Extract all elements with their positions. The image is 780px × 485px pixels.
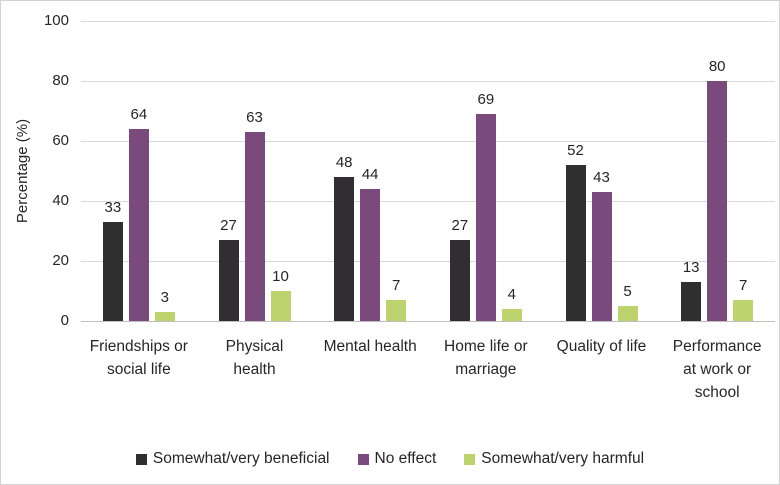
bar-value-label: 63 xyxy=(246,109,263,126)
bar-value-label: 13 xyxy=(682,259,700,276)
bar-value-label: 5 xyxy=(623,283,632,300)
bar-value-label: 48 xyxy=(335,154,353,171)
bar xyxy=(360,189,381,321)
y-tick-label: 80 xyxy=(52,72,69,89)
bar-value-label: 4 xyxy=(507,286,516,303)
legend-item: No effect xyxy=(357,450,437,468)
bar xyxy=(128,129,149,321)
bar xyxy=(565,165,586,321)
x-category-label: Quality of life xyxy=(556,338,647,355)
bar-value-label: 52 xyxy=(567,142,584,159)
legend-item: Somewhat/very beneficial xyxy=(135,450,330,468)
bar xyxy=(449,240,470,321)
y-tick-label: 0 xyxy=(60,312,69,329)
legend-swatch-icon xyxy=(357,453,369,465)
bar-value-label: 44 xyxy=(361,166,379,183)
y-tick-label: 60 xyxy=(52,132,69,149)
bar xyxy=(386,300,407,321)
x-category-label: Mental health xyxy=(323,338,417,355)
bar-value-label: 7 xyxy=(391,277,401,294)
x-category-label: Friendships or social life xyxy=(89,338,188,378)
y-tick-label: 20 xyxy=(52,252,69,269)
bar xyxy=(244,132,265,321)
y-tick-label: 100 xyxy=(43,12,69,29)
bar-value-label: 80 xyxy=(708,58,726,75)
bar xyxy=(218,240,239,321)
y-gridline xyxy=(81,81,775,82)
bar-value-label: 69 xyxy=(477,91,495,108)
bar xyxy=(617,306,638,321)
bar-value-label: 33 xyxy=(104,199,122,216)
chart-legend: Somewhat/very beneficial No effect Somewha… xyxy=(1,450,779,468)
legend-item: Somewhat/very harmful xyxy=(464,450,644,468)
bar-value-label: 64 xyxy=(130,106,148,123)
bar xyxy=(681,282,702,321)
bar-value-label: 43 xyxy=(593,169,610,186)
y-gridline xyxy=(81,21,775,22)
x-category-label: Physical health xyxy=(225,338,284,378)
legend-label: Somewhat/very beneficial xyxy=(152,450,330,467)
y-tick-label: 40 xyxy=(52,192,69,209)
bar-value-label: 7 xyxy=(738,277,748,294)
x-category-label: Performance at work or school xyxy=(672,338,762,401)
x-category-label: Home life or marriage xyxy=(444,338,528,378)
y-axis-title: Percentage (%) xyxy=(14,118,31,224)
bar-value-label: 10 xyxy=(272,268,289,285)
bar xyxy=(501,309,522,321)
bar xyxy=(154,312,175,321)
bar xyxy=(733,300,754,321)
bar xyxy=(475,114,496,321)
legend-label: No effect xyxy=(374,450,437,467)
bar-value-label: 3 xyxy=(160,289,169,306)
y-gridline xyxy=(81,141,775,142)
bar xyxy=(591,192,612,321)
bar xyxy=(102,222,123,321)
y-gridline xyxy=(81,201,775,202)
bar-value-label: 27 xyxy=(220,217,237,234)
bar xyxy=(270,291,291,321)
y-gridline xyxy=(81,261,775,262)
bar xyxy=(334,177,355,321)
legend-swatch-icon xyxy=(135,453,147,465)
legend-swatch-icon xyxy=(464,453,476,465)
bar xyxy=(707,81,728,321)
x-axis-line xyxy=(81,321,775,322)
bar-value-label: 27 xyxy=(451,217,469,234)
legend-label: Somewhat/very harmful xyxy=(481,450,645,467)
